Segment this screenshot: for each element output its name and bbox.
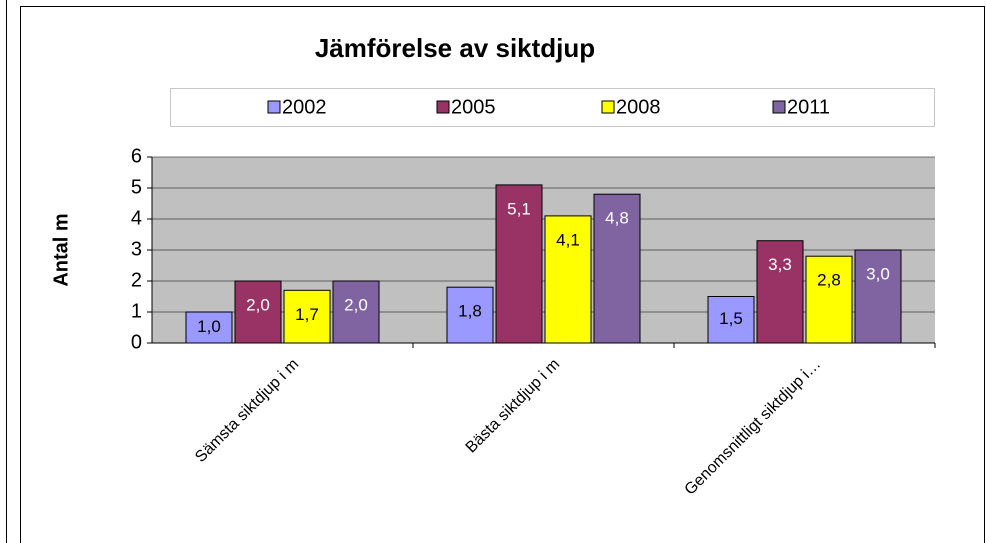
value-label: 3,0 xyxy=(866,264,890,283)
bar xyxy=(593,193,641,344)
legend-box xyxy=(170,88,935,127)
bar xyxy=(234,280,282,344)
value-label: 1,8 xyxy=(458,302,482,321)
value-label: 5,1 xyxy=(507,199,531,218)
value-label: 1,7 xyxy=(295,305,319,324)
bar xyxy=(283,289,331,344)
value-label: 3,3 xyxy=(768,255,792,274)
y-axis-label: Antal m xyxy=(50,213,72,286)
legend-label: 2008 xyxy=(616,96,661,118)
legend-label: 2005 xyxy=(451,96,496,118)
value-label: 4,1 xyxy=(556,230,580,249)
legend-swatch xyxy=(436,100,450,114)
bar xyxy=(446,286,494,344)
legend-swatch xyxy=(601,100,615,114)
bar xyxy=(707,296,755,344)
y-tick-label: 6 xyxy=(131,145,142,167)
y-tick-label: 2 xyxy=(131,269,142,291)
value-label: 2,8 xyxy=(817,271,841,290)
y-tick-label: 0 xyxy=(131,331,142,353)
value-label: 4,8 xyxy=(605,209,629,228)
value-label: 2,0 xyxy=(344,295,368,314)
y-tick-label: 1 xyxy=(131,300,142,322)
bar xyxy=(805,255,853,344)
legend-label: 2002 xyxy=(282,96,327,118)
y-tick-label: 5 xyxy=(131,176,142,198)
legend-swatch xyxy=(772,100,786,114)
value-label: 1,5 xyxy=(719,309,743,328)
bar xyxy=(854,249,902,344)
legend-swatch xyxy=(267,100,281,114)
value-label: 2,0 xyxy=(246,295,270,314)
legend-label: 2011 xyxy=(787,96,830,118)
value-label: 1,0 xyxy=(197,317,221,336)
chart-title: Jämförelse av siktdjup xyxy=(315,33,595,63)
bar xyxy=(544,215,592,344)
bar xyxy=(756,240,804,344)
y-tick-label: 4 xyxy=(131,207,142,229)
bar xyxy=(332,280,380,344)
y-tick-label: 3 xyxy=(131,238,142,260)
bar xyxy=(185,311,233,344)
bar xyxy=(495,184,543,344)
